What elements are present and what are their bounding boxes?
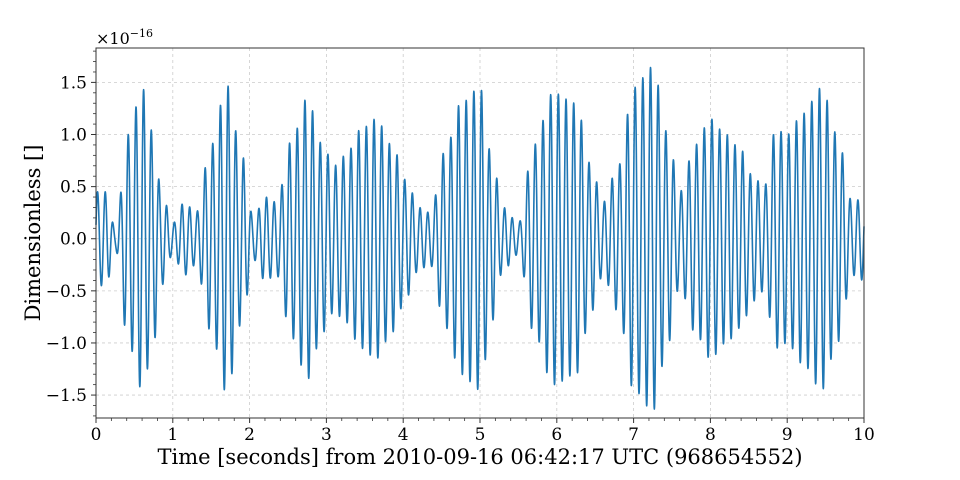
x-tick-label: 8	[705, 425, 716, 445]
y-offset-exponent: −16	[130, 27, 153, 40]
y-tick-label: 1.0	[60, 126, 87, 146]
x-tick-label: 9	[782, 425, 793, 445]
x-tick-label: 7	[628, 425, 639, 445]
x-axis: 0 1 2 3 4 5 6 7 8 9 10	[91, 418, 875, 445]
x-axis-label: Time [seconds] from 2010-09-16 06:42:17 …	[157, 445, 802, 469]
y-offset-base: ×10	[96, 29, 130, 48]
y-axis: −1.5 −1.0 −0.5 0.0 0.5 1.0 1.5	[46, 50, 96, 417]
y-tick-label: −1.5	[46, 386, 87, 406]
x-tick-label: 2	[244, 425, 255, 445]
x-tick-label: 5	[475, 425, 486, 445]
x-tick-label: 3	[321, 425, 332, 445]
x-tick-label: 6	[551, 425, 562, 445]
y-tick-label: 1.5	[60, 73, 87, 93]
y-tick-label: −1.0	[46, 334, 87, 354]
y-offset-label: ×10−16	[96, 27, 153, 48]
y-tick-label: 0.5	[60, 178, 87, 198]
y-tick-label: 0.0	[60, 230, 87, 250]
signal-line	[95, 66, 865, 410]
x-tick-label: 10	[853, 425, 875, 445]
x-tick-label: 0	[91, 425, 102, 445]
y-axis-label: Dimensionless []	[21, 145, 45, 322]
x-tick-label: 4	[398, 425, 409, 445]
plot-area	[95, 66, 865, 410]
x-tick-label: 1	[167, 425, 178, 445]
y-tick-label: −0.5	[46, 282, 87, 302]
